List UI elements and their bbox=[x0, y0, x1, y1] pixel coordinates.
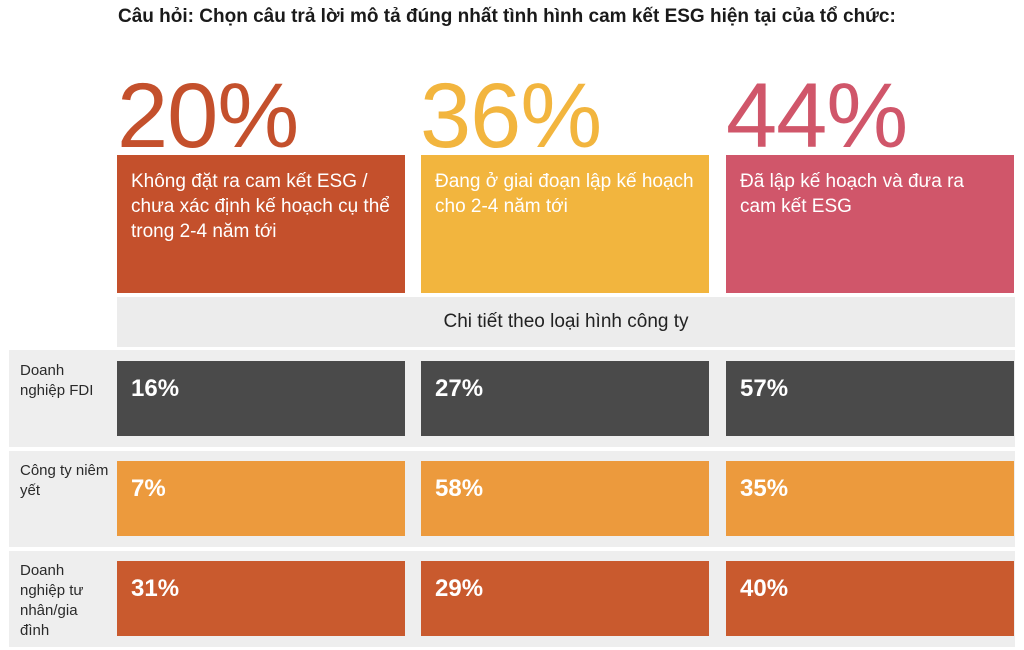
cell-r3-c2: 29% bbox=[421, 561, 709, 636]
overall-percent-3: 44% bbox=[726, 65, 908, 167]
row-label-1: Doanh nghiệp FDI bbox=[20, 362, 94, 399]
cell-value: 16% bbox=[131, 375, 180, 402]
category-box-2: Đang ở giai đoạn lập kế hoạch cho 2-4 nă… bbox=[421, 155, 709, 293]
category-box-3: Đã lập kế hoạch và đưa ra cam kết ESG bbox=[726, 155, 1014, 293]
category-box-1: Không đặt ra cam kết ESG / chưa xác định… bbox=[117, 155, 405, 293]
row-label-2: Công ty niêm yết bbox=[20, 462, 109, 499]
cell-r1-c1: 16% bbox=[117, 361, 405, 436]
subheader-text: Chi tiết theo loại hình công ty bbox=[443, 311, 689, 332]
cell-value: 27% bbox=[435, 375, 484, 402]
cell-r2-c3: 35% bbox=[726, 461, 1014, 536]
overall-percent-2: 36% bbox=[420, 65, 602, 167]
cell-r1-c3: 57% bbox=[726, 361, 1014, 436]
cell-r2-c2: 58% bbox=[421, 461, 709, 536]
cell-r3-c3: 40% bbox=[726, 561, 1014, 636]
cell-value: 57% bbox=[740, 375, 789, 402]
cell-value: 7% bbox=[131, 475, 166, 502]
subheader-band: Chi tiết theo loại hình công ty bbox=[117, 297, 1015, 347]
cell-value: 58% bbox=[435, 475, 484, 502]
category-label-2: Đang ở giai đoạn lập kế hoạch cho 2-4 nă… bbox=[435, 171, 694, 217]
cell-r2-c1: 7% bbox=[117, 461, 405, 536]
cell-value: 40% bbox=[740, 575, 789, 602]
cell-value: 29% bbox=[435, 575, 484, 602]
question-title: Câu hỏi: Chọn câu trả lời mô tả đúng nhấ… bbox=[118, 6, 896, 27]
category-label-1: Không đặt ra cam kết ESG / chưa xác định… bbox=[131, 171, 390, 242]
overall-percent-1: 20% bbox=[117, 65, 299, 167]
cell-value: 35% bbox=[740, 475, 789, 502]
category-label-3: Đã lập kế hoạch và đưa ra cam kết ESG bbox=[740, 171, 964, 217]
row-label-3: Doanh nghiệp tư nhân/gia đình bbox=[20, 562, 84, 639]
cell-r1-c2: 27% bbox=[421, 361, 709, 436]
cell-r3-c1: 31% bbox=[117, 561, 405, 636]
cell-value: 31% bbox=[131, 575, 180, 602]
